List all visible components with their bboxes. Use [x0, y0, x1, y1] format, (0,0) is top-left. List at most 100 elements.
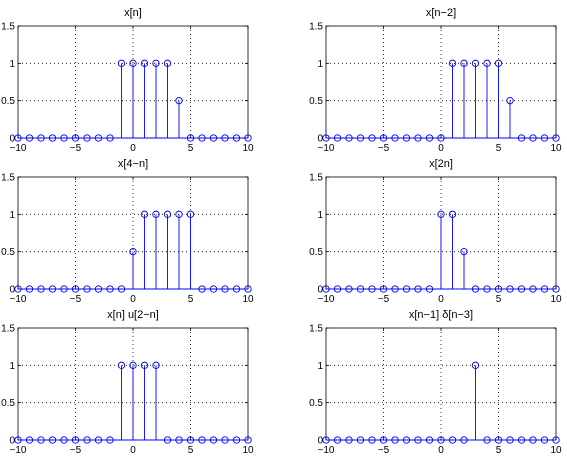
stem-marker — [221, 134, 229, 142]
stem-marker — [37, 436, 45, 444]
y-tick-label: 1 — [317, 210, 323, 221]
stem-marker — [391, 285, 399, 293]
y-tick-label: 0 — [317, 436, 323, 447]
stem-marker — [94, 436, 103, 444]
stem-marker — [117, 285, 126, 293]
stem-marker — [494, 59, 503, 67]
stem-marker — [368, 285, 376, 293]
stem-marker — [209, 134, 218, 142]
stem-marker — [209, 285, 218, 293]
stem-marker — [83, 285, 91, 293]
x-tick-label: 0 — [438, 143, 444, 154]
stem-marker — [552, 285, 560, 293]
stem-panel-6: −10 −5 0 5 10 0 0.5 1 1.5 x[n−1] δ[n−3] — [309, 309, 562, 456]
stem-marker — [221, 436, 229, 444]
stem-marker — [333, 134, 342, 142]
x-tick-label: 10 — [550, 143, 562, 154]
stem-marker — [483, 59, 491, 67]
stem-marker — [106, 436, 114, 444]
stem-marker — [448, 436, 457, 444]
stem-marker — [471, 285, 480, 293]
stem-marker — [25, 134, 34, 142]
x-tick-label: 0 — [130, 143, 136, 154]
x-tick-label: 10 — [550, 294, 562, 305]
x-tick-label: 10 — [242, 445, 254, 456]
stem-marker — [232, 134, 241, 142]
stem-marker — [117, 59, 126, 67]
stem-marker — [60, 436, 68, 444]
stem-marker — [529, 134, 537, 142]
y-tick-label: 1 — [9, 59, 15, 70]
x-tick-label: −5 — [378, 294, 390, 305]
stem-marker — [471, 361, 480, 369]
stem-marker — [232, 436, 241, 444]
y-tick-label: 0 — [9, 134, 15, 145]
panel-title: x[n] u[2−n] — [107, 309, 159, 321]
stem-marker — [345, 436, 353, 444]
stem-marker — [460, 59, 468, 67]
y-tick-label: 1 — [317, 59, 323, 70]
x-tick-label: 0 — [130, 445, 136, 456]
stem-marker — [14, 134, 22, 142]
stem-panel-1: −10 −5 0 5 10 0 0.5 1 1.5 x[n] — [1, 7, 254, 154]
stem-marker — [83, 436, 91, 444]
stem-marker — [106, 285, 114, 293]
y-tick-label: 1.5 — [1, 22, 15, 33]
stem-marker — [244, 134, 252, 142]
stem-marker — [437, 210, 445, 218]
stem-panel-3: −10 −5 0 5 10 0 0.5 1 1.5 x[4−n] — [1, 158, 254, 305]
stem-marker — [129, 361, 137, 369]
stem-marker — [379, 134, 388, 142]
x-tick-label: 0 — [438, 445, 444, 456]
x-tick-label: −10 — [318, 445, 335, 456]
x-tick-label: 5 — [188, 445, 194, 456]
stem-marker — [198, 436, 206, 444]
stem-marker — [322, 285, 330, 293]
stem-marker — [37, 134, 45, 142]
stem-marker — [425, 436, 434, 444]
stem-marker — [494, 285, 503, 293]
x-tick-label: 10 — [550, 445, 562, 456]
x-tick-label: −10 — [10, 294, 27, 305]
stem-marker — [322, 134, 330, 142]
x-tick-label: −5 — [378, 445, 390, 456]
x-tick-label: −10 — [318, 294, 335, 305]
stem-marker — [391, 134, 399, 142]
x-tick-label: 0 — [438, 294, 444, 305]
stem-marker — [414, 285, 422, 293]
stem-marker — [333, 436, 342, 444]
y-tick-label: 1 — [317, 361, 323, 372]
x-tick-label: −5 — [378, 143, 390, 154]
stem-marker — [368, 436, 376, 444]
stem-marker — [244, 285, 252, 293]
stem-marker — [25, 436, 34, 444]
stem-panel-5: −10 −5 0 5 10 0 0.5 1 1.5 x[n] u[2−n] — [1, 309, 254, 456]
stem-marker — [483, 285, 491, 293]
stem-marker — [379, 436, 388, 444]
stem-marker — [244, 436, 252, 444]
x-tick-label: −10 — [10, 445, 27, 456]
stem-marker — [129, 248, 137, 256]
stem-marker — [14, 436, 22, 444]
stem-marker — [60, 134, 68, 142]
y-tick-label: 0 — [317, 134, 323, 145]
panel-title: x[n−2] — [426, 7, 456, 19]
stem-marker — [186, 134, 195, 142]
y-tick-label: 1.5 — [309, 324, 323, 335]
y-tick-label: 0 — [317, 285, 323, 296]
x-tick-label: −10 — [10, 143, 27, 154]
stem-marker — [106, 134, 114, 142]
stem-marker — [506, 285, 514, 293]
stem-marker — [540, 134, 549, 142]
x-tick-label: 5 — [496, 445, 502, 456]
x-tick-label: −5 — [70, 143, 82, 154]
stem-marker — [437, 134, 445, 142]
stem-marker — [540, 285, 549, 293]
stem-marker — [94, 134, 103, 142]
stem-marker — [402, 285, 411, 293]
stem-marker — [94, 285, 103, 293]
x-tick-label: 5 — [188, 143, 194, 154]
stem-marker — [25, 285, 34, 293]
stem-marker — [402, 436, 411, 444]
stem-marker — [175, 97, 183, 105]
